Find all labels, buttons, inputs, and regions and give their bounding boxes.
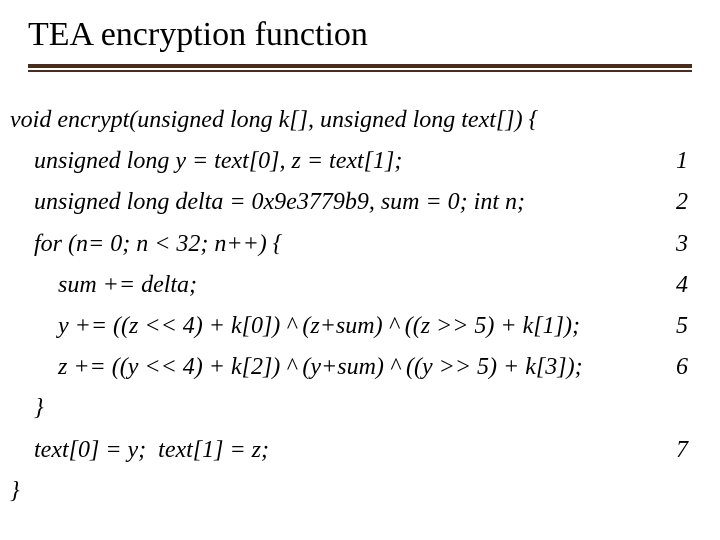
code-text: }: [10, 473, 20, 510]
code-row: }: [10, 471, 692, 512]
code-row: void encrypt(unsigned long k[], unsigned…: [10, 100, 692, 141]
title-rule-thick: [28, 64, 692, 68]
line-number: 2: [664, 189, 692, 216]
line-number: 4: [664, 272, 692, 299]
code-text: text[0] = y; text[1] = z;: [10, 432, 269, 469]
title-block: TEA encryption function: [28, 16, 692, 72]
code-row: unsigned long delta = 0x9e3779b9, sum = …: [10, 182, 692, 223]
code-row: unsigned long y = text[0], z = text[1]; 1: [10, 141, 692, 182]
code-text: sum += delta;: [10, 267, 197, 304]
code-text: y += ((z << 4) + k[0]) ^ (z+sum) ^ ((z >…: [10, 308, 580, 345]
code-row: y += ((z << 4) + k[0]) ^ (z+sum) ^ ((z >…: [10, 306, 692, 347]
code-text: unsigned long delta = 0x9e3779b9, sum = …: [10, 184, 525, 221]
slide: TEA encryption function void encrypt(uns…: [0, 0, 720, 540]
code-body: void encrypt(unsigned long k[], unsigned…: [10, 100, 692, 512]
code-row: z += ((y << 4) + k[2]) ^ (y+sum) ^ ((y >…: [10, 347, 692, 388]
line-number: 6: [664, 354, 692, 381]
code-row: }: [10, 388, 692, 429]
title-rule-thin: [28, 70, 692, 72]
code-text: }: [10, 390, 44, 427]
code-row: sum += delta; 4: [10, 265, 692, 306]
line-number: 7: [664, 437, 692, 464]
line-number: 3: [664, 231, 692, 258]
code-row: for (n= 0; n < 32; n++) { 3: [10, 224, 692, 265]
line-number: 5: [664, 313, 692, 340]
code-text: z += ((y << 4) + k[2]) ^ (y+sum) ^ ((y >…: [10, 349, 583, 386]
code-text: unsigned long y = text[0], z = text[1];: [10, 143, 402, 180]
line-number: 1: [664, 148, 692, 175]
code-text: void encrypt(unsigned long k[], unsigned…: [10, 102, 538, 139]
slide-title: TEA encryption function: [28, 16, 692, 54]
code-row: text[0] = y; text[1] = z; 7: [10, 430, 692, 471]
code-text: for (n= 0; n < 32; n++) {: [10, 226, 282, 263]
